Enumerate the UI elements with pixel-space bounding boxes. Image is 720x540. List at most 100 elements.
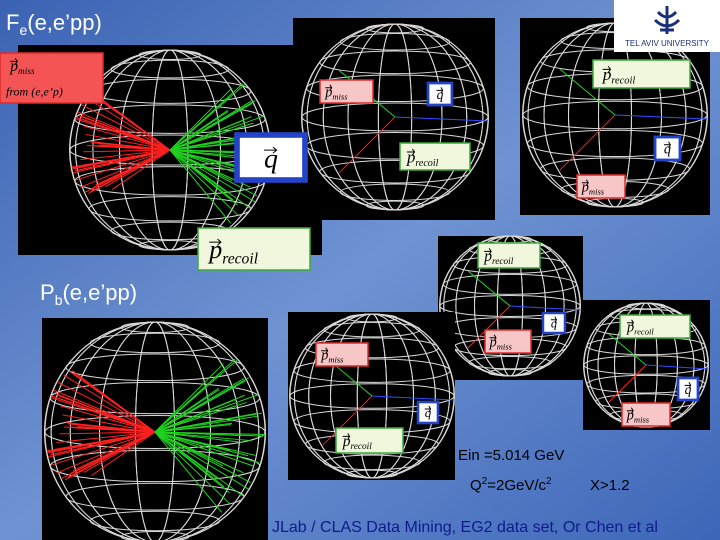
label-text: pmiss bbox=[489, 335, 513, 352]
red-track bbox=[559, 114, 616, 171]
green-track bbox=[169, 111, 229, 151]
label-box bbox=[416, 400, 440, 425]
label-box bbox=[676, 376, 700, 402]
vector-arrow bbox=[627, 319, 635, 326]
green-track bbox=[169, 115, 265, 151]
vector-arrow bbox=[489, 334, 497, 341]
label-box bbox=[592, 59, 691, 89]
vector-label: q bbox=[426, 81, 454, 107]
green-track bbox=[154, 412, 258, 433]
sphere bbox=[289, 313, 455, 479]
red-track bbox=[75, 116, 171, 151]
label-symbol: p bbox=[324, 85, 332, 101]
red-track bbox=[84, 125, 171, 151]
label-text: precoil bbox=[626, 320, 654, 337]
sphere-latitude bbox=[442, 273, 578, 295]
blue-track bbox=[614, 114, 708, 120]
green-track bbox=[169, 149, 256, 203]
vector-arrow bbox=[684, 382, 692, 389]
logo-text: TEL AVIV UNIVERSITY bbox=[625, 39, 710, 48]
green-track bbox=[467, 270, 511, 307]
label-subscript: recoil bbox=[350, 442, 372, 452]
title-main: F bbox=[6, 10, 19, 35]
label-box bbox=[653, 135, 682, 162]
vector-arrow bbox=[602, 66, 612, 73]
green-track bbox=[154, 431, 251, 484]
label-symbol: p bbox=[406, 147, 415, 166]
blue-track bbox=[645, 364, 709, 370]
label-subscript: recoil bbox=[611, 76, 635, 87]
label-box bbox=[541, 311, 567, 335]
title-rest: (e,e’pp) bbox=[62, 280, 137, 305]
label-box bbox=[399, 142, 471, 171]
red-track bbox=[608, 364, 647, 403]
vector-arrow bbox=[436, 87, 444, 94]
green-track bbox=[154, 431, 230, 504]
label-subscript: miss bbox=[589, 186, 605, 196]
green-track bbox=[154, 431, 265, 435]
label-box bbox=[576, 174, 626, 199]
q2-exp: 2 bbox=[546, 476, 552, 487]
blue-track bbox=[371, 395, 455, 401]
label-box bbox=[319, 79, 374, 104]
vector-label: pmiss bbox=[484, 329, 532, 354]
green-track bbox=[169, 149, 228, 193]
green-track bbox=[169, 149, 242, 184]
label-text: pmiss bbox=[324, 85, 348, 102]
label-text: pmiss bbox=[581, 180, 605, 197]
label-text: q bbox=[551, 316, 557, 330]
blue-track bbox=[509, 305, 581, 311]
red-track bbox=[51, 395, 156, 433]
red-track bbox=[56, 431, 156, 474]
red-track bbox=[52, 431, 156, 456]
red-track bbox=[69, 426, 156, 433]
label-subscript: miss bbox=[634, 414, 650, 424]
vector-arrow bbox=[321, 347, 329, 354]
red-track bbox=[61, 431, 156, 479]
red-track bbox=[73, 373, 156, 433]
vector-arrow bbox=[626, 407, 634, 414]
title-main: P bbox=[40, 280, 55, 305]
label-box bbox=[426, 81, 454, 107]
vector-arrow bbox=[424, 405, 432, 413]
sphere bbox=[301, 23, 489, 211]
pb-title: Pb(e,e’pp) bbox=[40, 280, 137, 308]
fe-title: Fe(e,e’pp) bbox=[6, 10, 102, 38]
red-track bbox=[83, 149, 171, 153]
green-track bbox=[169, 149, 258, 197]
label-text: precoil bbox=[406, 147, 439, 168]
red-track bbox=[91, 431, 156, 476]
vector-label: precoil bbox=[592, 59, 691, 89]
vector-label: pmiss from (e,e’p) bbox=[0, 52, 104, 104]
red-track bbox=[77, 111, 171, 151]
green-track bbox=[169, 87, 233, 151]
label-symbol: q bbox=[551, 316, 557, 330]
footer: JLab / CLAS Data Mining, EG2 data set, O… bbox=[272, 519, 658, 536]
green-track bbox=[169, 119, 245, 151]
vector-arrow bbox=[325, 84, 333, 91]
label-symbol: p bbox=[581, 180, 589, 196]
label-box bbox=[477, 242, 541, 269]
label-subscript: miss bbox=[18, 67, 35, 77]
green-track bbox=[154, 424, 232, 433]
sphere-longitude bbox=[443, 235, 577, 377]
label-box bbox=[315, 342, 369, 367]
vector-label: q bbox=[541, 311, 567, 335]
q2-mid: =2GeV/c bbox=[487, 477, 546, 494]
vector-label: q bbox=[653, 135, 682, 162]
q2-exp: 2 bbox=[482, 476, 488, 487]
q2-note: Q2=2GeV/c2 bbox=[470, 476, 552, 494]
red-track bbox=[92, 144, 171, 151]
vector-arrow bbox=[264, 146, 278, 154]
green-track bbox=[154, 431, 234, 469]
label-subscript: miss bbox=[497, 341, 513, 351]
vector-label: q bbox=[234, 132, 308, 183]
label-text: pmiss bbox=[320, 348, 344, 365]
red-track bbox=[81, 104, 171, 151]
vector-arrow bbox=[342, 433, 351, 440]
label-subscript: miss bbox=[332, 91, 348, 101]
red-track bbox=[80, 149, 171, 188]
green-track bbox=[154, 431, 256, 456]
red-track bbox=[85, 133, 171, 151]
